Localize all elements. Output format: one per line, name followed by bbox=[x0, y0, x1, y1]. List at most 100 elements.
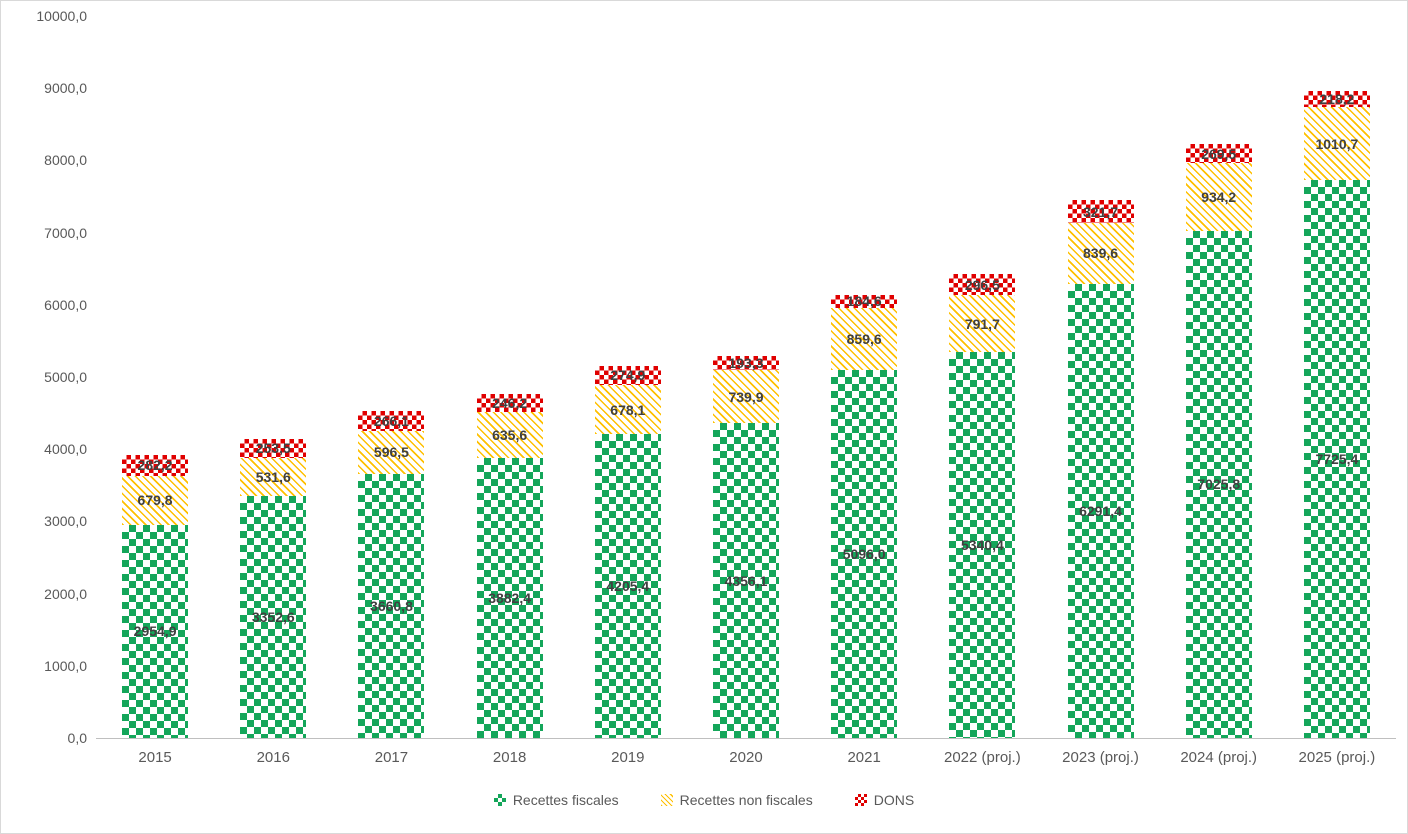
x-axis-label: 2019 bbox=[611, 749, 645, 766]
x-axis-label: 2024 (proj.) bbox=[1180, 749, 1258, 766]
x-axis-label: 2020 bbox=[729, 749, 763, 766]
data-label: 596,5 bbox=[373, 444, 409, 461]
legend-label: Recettes fiscales bbox=[512, 792, 619, 808]
bar-segment-recettes-fiscales: 2954,9 bbox=[122, 524, 189, 738]
data-label: 274,9 bbox=[610, 367, 646, 384]
bar-segment-recettes-fiscales: 3882,4 bbox=[476, 457, 543, 738]
bar-segment-dons: 246,2 bbox=[476, 394, 543, 412]
x-axis-label: 2016 bbox=[256, 749, 290, 766]
x-axis-label: 2021 bbox=[847, 749, 881, 766]
legend-swatch-icon bbox=[854, 794, 867, 806]
data-label: 531,6 bbox=[255, 468, 291, 485]
data-label: 635,6 bbox=[492, 426, 528, 443]
bar-segment-recettes-fiscales: 5340,4 bbox=[949, 352, 1016, 738]
bar-segment-recettes-fiscales: 3352,6 bbox=[240, 495, 307, 738]
bar-segment-dons: 321,7 bbox=[1067, 199, 1134, 224]
data-label: 791,7 bbox=[964, 315, 1000, 332]
bar-segment-recettes-fiscales: 6291,4 bbox=[1067, 283, 1134, 738]
y-axis-tick-label: 7000,0 bbox=[44, 224, 87, 241]
legend-swatch-icon bbox=[493, 794, 506, 806]
bar-segment-dons: 274,9 bbox=[594, 365, 661, 386]
data-label: 739,9 bbox=[728, 388, 764, 405]
y-axis-tick-label: 0,0 bbox=[67, 730, 87, 746]
data-label: 1010,7 bbox=[1315, 135, 1359, 152]
data-label: 7725,4 bbox=[1315, 451, 1359, 468]
data-label: 193,3 bbox=[728, 355, 764, 372]
data-label: 839,6 bbox=[1083, 245, 1119, 262]
legend-label: Recettes non fiscales bbox=[679, 792, 813, 808]
x-axis-label: 2017 bbox=[374, 749, 409, 766]
y-axis-tick-label: 6000,0 bbox=[44, 296, 87, 313]
bar-segment-recettes-non-fiscales: 635,6 bbox=[476, 411, 543, 458]
bar-segment-recettes-non-fiscales: 934,2 bbox=[1185, 163, 1252, 231]
bar-segment-recettes-non-fiscales: 679,8 bbox=[122, 475, 189, 525]
y-axis-tick-label: 10000,0 bbox=[36, 8, 87, 24]
x-axis-label: 2023 (proj.) bbox=[1062, 749, 1139, 766]
bar-segment-recettes-fiscales: 7025,8 bbox=[1185, 230, 1252, 738]
bar-segment-recettes-fiscales: 4356,1 bbox=[713, 423, 779, 738]
bar-segment-recettes-fiscales: 4205,4 bbox=[594, 434, 661, 738]
legend-item-recettes-non-fiscales: Recettes non fiscales bbox=[660, 792, 813, 808]
data-label: 678,1 bbox=[610, 401, 646, 418]
data-label: 296,5 bbox=[964, 276, 1000, 293]
y-axis-tick-label: 8000,0 bbox=[44, 152, 87, 169]
y-axis-tick-label: 3000,0 bbox=[44, 513, 87, 530]
bar-segment-dons: 296,5 bbox=[949, 273, 1016, 296]
data-label: 679,8 bbox=[137, 492, 173, 509]
data-label: 7025,8 bbox=[1197, 476, 1241, 493]
data-label: 266,1 bbox=[373, 413, 409, 429]
bar-segment-recettes-non-fiscales: 791,7 bbox=[949, 295, 1016, 353]
x-axis-label: 2018 bbox=[492, 749, 527, 766]
bar-segment-recettes-fiscales: 7725,4 bbox=[1303, 180, 1370, 738]
x-axis-label: 2015 bbox=[138, 749, 172, 766]
bar-segment-recettes-non-fiscales: 531,6 bbox=[240, 457, 307, 496]
x-axis-label: 2025 (proj.) bbox=[1298, 749, 1376, 766]
bar-segment-dons: 266,1 bbox=[358, 411, 425, 431]
y-axis-tick-label: 5000,0 bbox=[44, 369, 87, 385]
legend-item-recettes-fiscales: Recettes fiscales bbox=[493, 792, 619, 808]
y-axis-tick-label: 1000,0 bbox=[44, 657, 87, 674]
legend: Recettes fiscales Recettes non fiscales DO… bbox=[1, 792, 1407, 808]
data-label: 218,2 bbox=[1319, 91, 1355, 108]
data-label: 3882,4 bbox=[488, 589, 532, 606]
data-label: 246,2 bbox=[492, 394, 528, 411]
data-label: 3660,8 bbox=[370, 597, 413, 614]
y-axis-tick-label: 9000,0 bbox=[44, 80, 87, 97]
legend-label: DONS bbox=[873, 792, 915, 808]
data-label: 4356,1 bbox=[724, 572, 768, 589]
data-label: 282,2 bbox=[137, 457, 173, 474]
bar-segment-dons: 269,5 bbox=[1185, 143, 1252, 164]
y-axis-tick-label: 4000,0 bbox=[44, 441, 87, 458]
bar-segment-recettes-non-fiscales: 596,5 bbox=[358, 430, 425, 474]
bar-segment-dons: 218,2 bbox=[1303, 91, 1370, 108]
data-label: 934,2 bbox=[1201, 189, 1237, 205]
data-label: 6291,4 bbox=[1079, 502, 1122, 519]
bar-segment-dons: 193,3 bbox=[713, 356, 779, 370]
bar-segment-dons: 253,5 bbox=[240, 439, 307, 458]
data-label: 859,6 bbox=[846, 331, 882, 348]
bar-segment-recettes-non-fiscales: 839,6 bbox=[1067, 223, 1134, 284]
data-label: 321,7 bbox=[1083, 203, 1119, 220]
bar-segment-recettes-fiscales: 3660,8 bbox=[358, 473, 425, 738]
data-label: 5096,0 bbox=[842, 546, 886, 563]
data-label: 269,5 bbox=[1201, 145, 1237, 162]
legend-item-dons: DONS bbox=[854, 792, 915, 808]
y-axis-tick-label: 2000,0 bbox=[44, 585, 87, 602]
bar-segment-recettes-non-fiscales: 859,6 bbox=[831, 308, 898, 371]
bar-segment-recettes-non-fiscales: 1010,7 bbox=[1303, 107, 1370, 181]
data-label: 253,5 bbox=[255, 440, 291, 457]
bar-segment-recettes-non-fiscales: 678,1 bbox=[594, 385, 661, 435]
bar-segment-recettes-fiscales: 5096,0 bbox=[831, 370, 898, 738]
bar-segment-dons: 282,2 bbox=[122, 455, 189, 476]
data-label: 3352,6 bbox=[251, 608, 295, 625]
data-label: 184,6 bbox=[846, 293, 882, 310]
bar-segment-dons: 184,6 bbox=[831, 294, 898, 308]
x-axis-line bbox=[96, 738, 1396, 739]
bar-segment-recettes-non-fiscales: 739,9 bbox=[713, 370, 779, 424]
x-axis-label: 2022 (proj.) bbox=[943, 749, 1021, 766]
data-label: 2954,9 bbox=[133, 623, 177, 640]
data-label: 4205,4 bbox=[606, 578, 650, 595]
data-label: 5340,4 bbox=[960, 537, 1004, 554]
legend-swatch-icon bbox=[660, 794, 673, 806]
